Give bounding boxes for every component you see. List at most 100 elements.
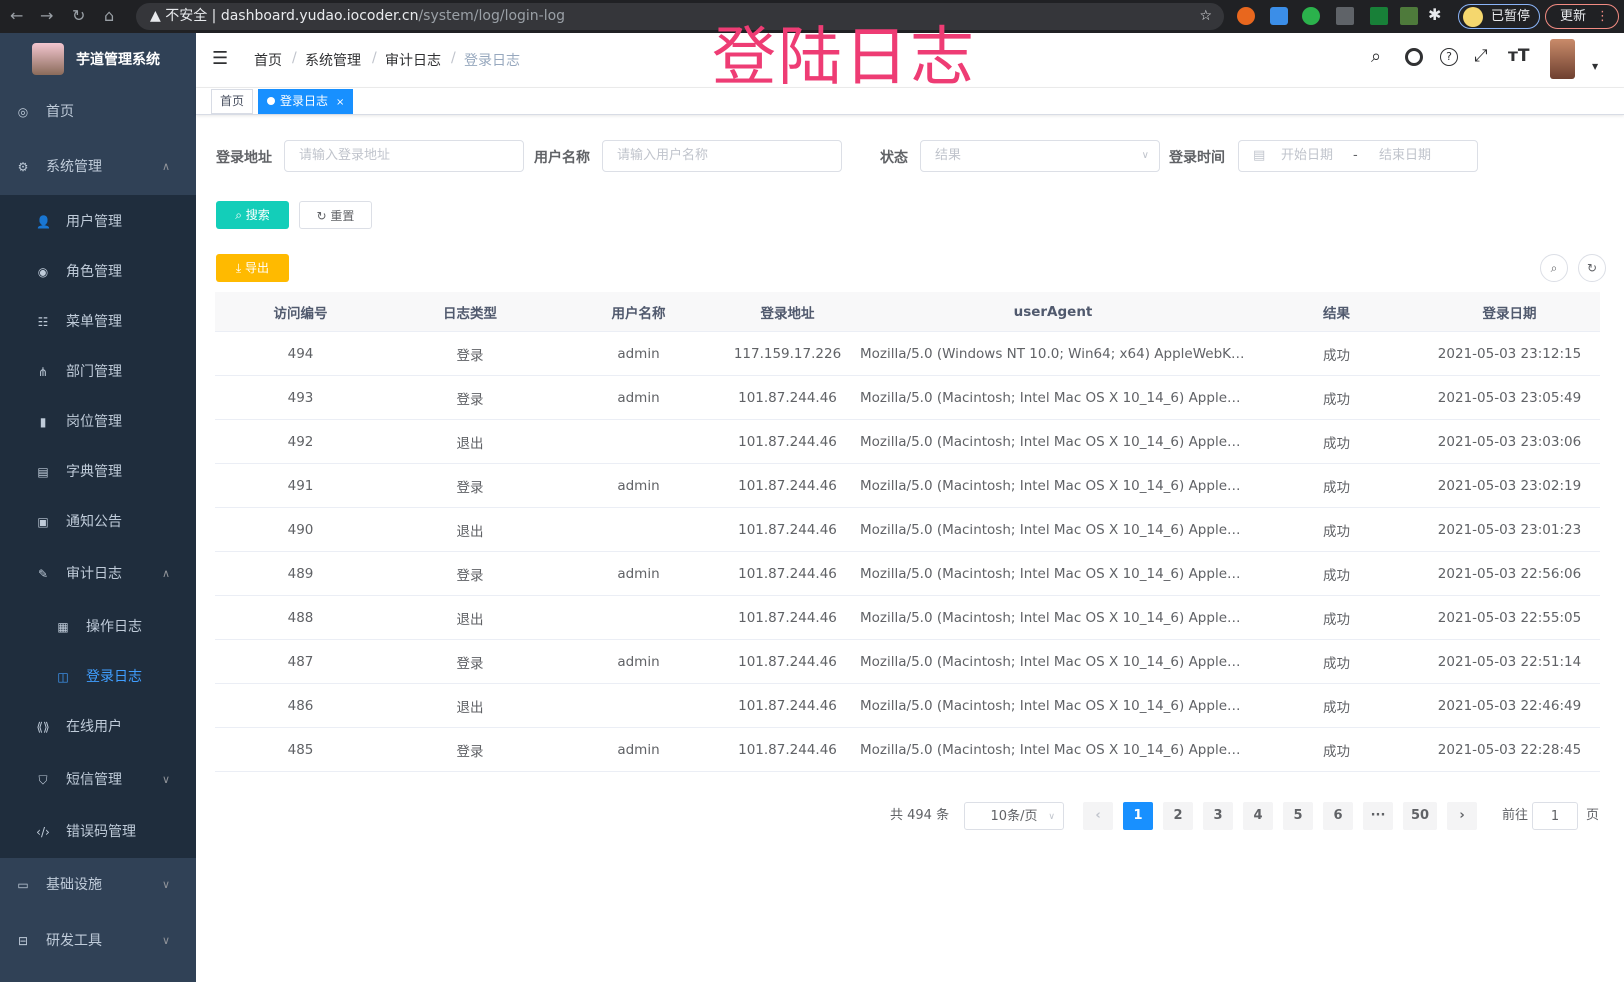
table-cell: admin bbox=[617, 345, 660, 362]
sidebar-item[interactable]: 👤 用户管理 bbox=[0, 197, 196, 247]
page-button[interactable]: 4 bbox=[1243, 802, 1273, 830]
extension-icon[interactable] bbox=[1237, 7, 1255, 25]
github-icon[interactable] bbox=[1405, 48, 1423, 66]
page-ellipsis[interactable]: ··· bbox=[1363, 802, 1393, 830]
breadcrumb-current: 登录日志 bbox=[464, 53, 520, 69]
table-cell: 退出 bbox=[456, 523, 484, 540]
toggle-search-button[interactable]: ⌕ bbox=[1540, 254, 1568, 282]
column-header[interactable]: 登录日期 bbox=[1482, 305, 1537, 322]
bookmark-star-icon[interactable]: ☆ bbox=[1199, 8, 1212, 24]
end-date[interactable]: 结束日期 bbox=[1379, 148, 1432, 163]
forward-icon[interactable]: → bbox=[40, 6, 54, 25]
profile-button[interactable]: 已暂停 bbox=[1458, 4, 1540, 29]
sidebar-item[interactable]: ▦ 操作日志 bbox=[0, 602, 196, 652]
sidebar-item[interactable]: ✎ 审计日志 ∧ bbox=[0, 549, 196, 599]
reset-button[interactable]: ↻ 重置 bbox=[299, 201, 372, 229]
date-range-picker[interactable]: ▤ 开始日期 - 结束日期 bbox=[1238, 140, 1478, 172]
prev-page-button[interactable]: ‹ bbox=[1083, 802, 1113, 830]
logininfor-icon: ◫ bbox=[57, 670, 69, 684]
close-icon[interactable]: × bbox=[336, 97, 345, 108]
column-header[interactable]: 登录地址 bbox=[760, 305, 815, 322]
sidebar-item[interactable]: ☷ 菜单管理 bbox=[0, 297, 196, 347]
sidebar-item[interactable]: ▣ 通知公告 bbox=[0, 497, 196, 547]
tag-login-log[interactable]: 登录日志 × bbox=[258, 89, 354, 114]
table-cell: 491 bbox=[287, 477, 314, 494]
table-cell: 登录 bbox=[456, 479, 484, 496]
font-size-icon[interactable]: ᴛT bbox=[1508, 46, 1530, 66]
extension-icon[interactable] bbox=[1336, 7, 1354, 25]
sidebar-item-label: 菜单管理 bbox=[66, 314, 122, 330]
sidebar-item[interactable]: ▤ 字典管理 bbox=[0, 447, 196, 497]
sidebar-item[interactable]: ◎ 首页 bbox=[0, 87, 196, 137]
column-header[interactable]: 日志类型 bbox=[443, 305, 497, 322]
ip-input[interactable]: 请输入登录地址 bbox=[284, 140, 524, 172]
tool-icon: ⊟ bbox=[17, 934, 29, 948]
sidebar-item[interactable]: ▭ 基础设施 ∨ bbox=[0, 860, 196, 910]
sidebar-item-label: 研发工具 bbox=[46, 933, 102, 949]
extension-icon[interactable] bbox=[1400, 7, 1418, 25]
sidebar-item[interactable]: ⟪⟫ 在线用户 bbox=[0, 702, 196, 752]
column-header[interactable]: 用户名称 bbox=[611, 305, 666, 322]
extension-icon[interactable] bbox=[1270, 7, 1288, 25]
extension-icon[interactable] bbox=[1302, 7, 1320, 25]
sidebar-item[interactable]: ⊟ 研发工具 ∨ bbox=[0, 916, 196, 966]
username-placeholder: 请输入用户名称 bbox=[617, 148, 709, 163]
breadcrumb-item[interactable]: 系统管理 bbox=[305, 53, 361, 69]
breadcrumb-item[interactable]: 审计日志 bbox=[385, 53, 441, 69]
refresh-button[interactable]: ↻ bbox=[1578, 254, 1606, 282]
page-button[interactable]: 6 bbox=[1323, 802, 1353, 830]
page-size-select[interactable]: 10条/页 ∨ bbox=[964, 802, 1064, 830]
page-button[interactable]: 3 bbox=[1203, 802, 1233, 830]
page-button[interactable]: 2 bbox=[1163, 802, 1193, 830]
sidebar-item[interactable]: ⋔ 部门管理 bbox=[0, 347, 196, 397]
home-icon[interactable]: ⌂ bbox=[104, 6, 115, 25]
sidebar-item[interactable]: ◫ 登录日志 bbox=[0, 652, 196, 702]
reload-icon[interactable]: ↻ bbox=[72, 6, 86, 25]
help-icon[interactable]: ? bbox=[1440, 48, 1458, 66]
online-icon: ⟪⟫ bbox=[36, 720, 50, 734]
back-icon[interactable]: ← bbox=[10, 6, 24, 25]
sidebar-item[interactable]: ⛉ 短信管理 ∨ bbox=[0, 755, 196, 805]
table-cell: 490 bbox=[287, 521, 314, 538]
search-icon[interactable]: ⌕ bbox=[1371, 46, 1382, 67]
refresh-icon: ↻ bbox=[1586, 261, 1598, 275]
search-button[interactable]: ⌕ 搜索 bbox=[216, 201, 289, 229]
table-cell: 2021-05-03 23:12:15 bbox=[1437, 345, 1582, 362]
column-header[interactable]: 结果 bbox=[1323, 305, 1350, 322]
chevron-right-icon: › bbox=[1459, 808, 1465, 823]
gear-icon: ⚙ bbox=[17, 160, 29, 174]
next-page-button[interactable]: › bbox=[1447, 802, 1477, 830]
sidebar-item-label: 用户管理 bbox=[66, 214, 122, 230]
hamburger-icon[interactable]: ☰ bbox=[212, 48, 229, 69]
sidebar-item[interactable]: ◉ 角色管理 bbox=[0, 247, 196, 297]
sidebar-item[interactable]: ⚙ 系统管理 ∧ bbox=[0, 142, 196, 192]
puzzle-icon[interactable]: ✱ bbox=[1428, 5, 1442, 24]
submenu-bg bbox=[0, 195, 196, 858]
page-button[interactable]: 1 bbox=[1123, 802, 1153, 830]
start-date[interactable]: 开始日期 bbox=[1281, 148, 1334, 163]
page-button[interactable]: 5 bbox=[1283, 802, 1313, 830]
table-cell: admin bbox=[617, 741, 660, 758]
sidebar-item-label: 短信管理 bbox=[66, 772, 122, 788]
address-bar[interactable]: ▲ 不安全 | dashboard.yudao.iocoder.cn/syste… bbox=[136, 3, 1224, 30]
user-avatar[interactable] bbox=[1550, 39, 1575, 79]
update-label: 更新 bbox=[1560, 9, 1587, 24]
column-header[interactable]: 访问编号 bbox=[273, 305, 328, 322]
table-cell: Mozilla/5.0 (Macintosh; Intel Mac OS X 1… bbox=[860, 741, 1254, 758]
tag-home[interactable]: 首页 bbox=[211, 89, 254, 114]
extension-icon[interactable] bbox=[1370, 7, 1388, 25]
status-select[interactable]: 结果 ∨ bbox=[920, 140, 1160, 172]
table-row: 487 登录 admin 101.87.244.46 Mozilla/5.0 (Maci… bbox=[215, 640, 1600, 684]
goto-page-input[interactable]: 1 bbox=[1532, 802, 1578, 830]
breadcrumb-item[interactable]: 首页 bbox=[254, 53, 282, 69]
fullscreen-icon[interactable]: ⤢ bbox=[1474, 46, 1488, 66]
column-header[interactable]: userAgent bbox=[1013, 303, 1093, 320]
update-button[interactable]: 更新 ⋮ bbox=[1545, 4, 1619, 29]
export-button[interactable]: ⤓ 导出 bbox=[216, 254, 289, 282]
page-button[interactable]: 50 bbox=[1403, 802, 1437, 830]
sidebar-item[interactable]: ‹/› 错误码管理 bbox=[0, 807, 196, 857]
sidebar-item[interactable]: ▮ 岗位管理 bbox=[0, 397, 196, 447]
caret-down-icon[interactable]: ▼ bbox=[1592, 62, 1599, 71]
table-header: 访问编号 日志类型 用户名称 登录地址 userAgent 结果 登录日期 bbox=[215, 292, 1600, 332]
username-input[interactable]: 请输入用户名称 bbox=[602, 140, 842, 172]
